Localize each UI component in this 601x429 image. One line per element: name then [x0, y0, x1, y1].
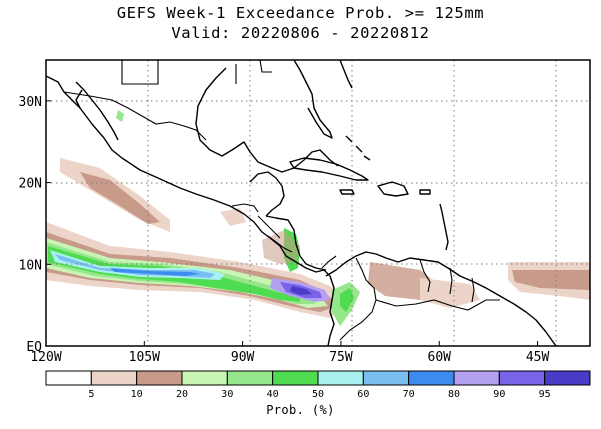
colorbar-swatch	[498, 370, 546, 386]
colorbar-tick-label: 60	[357, 389, 369, 400]
colorbar-swatch	[226, 370, 274, 386]
colorbar-swatch	[272, 370, 319, 386]
field-core-max	[290, 286, 312, 295]
coast-florida	[293, 60, 333, 139]
coast-south-america-north	[325, 251, 557, 346]
border-guyana-suriname	[449, 267, 453, 295]
colorbar-swatch	[408, 370, 455, 386]
lon-tick-label: 120W	[30, 350, 61, 365]
colorbar-swatch	[90, 370, 138, 386]
political-borders	[63, 60, 500, 341]
colorbar-swatch	[181, 370, 228, 386]
map-title-line2: Valid: 20220806 - 20220812	[171, 24, 430, 42]
coast-us-mexico-pacific	[46, 75, 331, 277]
lon-tick-label: 60W	[428, 350, 452, 365]
axis-labels: 120W 105W 90W 75W 60W 45W EQ 10N 20N 30N	[19, 95, 550, 365]
lat-tick-label: 30N	[19, 95, 42, 110]
lon-tick-label: 105W	[129, 350, 160, 365]
colorbar-swatch	[45, 370, 92, 386]
border-panama-colombia	[321, 255, 337, 269]
coast-cuba	[289, 157, 369, 181]
coastlines	[46, 60, 557, 346]
colorbar-tick-label: 5	[88, 389, 94, 400]
border-suriname-guiana	[471, 277, 475, 303]
coast-gulf-of-mexico	[195, 67, 339, 173]
colorbar-swatch	[362, 370, 410, 386]
coast-lesser-antilles	[439, 203, 449, 251]
colorbar-tick-label: 40	[267, 389, 279, 400]
map-title-line1: GEFS Week-1 Exceedance Prob. >= 125mm	[116, 4, 485, 22]
lon-tick-label: 75W	[329, 350, 353, 365]
lat-tick-label: EQ	[26, 340, 42, 355]
coast-south-america-pacific	[327, 275, 335, 346]
colorbar-swatch	[317, 370, 364, 386]
field-speck-caribbean	[220, 208, 246, 226]
graticule	[46, 60, 590, 346]
field-band-80pct	[110, 268, 200, 276]
colorbar-labels: 5 10 20 30 40 50 60 70 80 90 95	[88, 389, 550, 400]
colorbar-tick-label: 50	[312, 389, 324, 400]
colorbar-swatch	[544, 370, 591, 386]
coast-central-america-caribbean	[265, 215, 327, 271]
border-central-america-1	[257, 215, 281, 239]
colorbar-tick-label: 90	[493, 389, 505, 400]
colorbar-units-label: Prob. (%)	[266, 403, 335, 417]
colorbar-swatch	[453, 370, 500, 386]
lon-tick-label: 45W	[526, 350, 550, 365]
colorbar	[45, 370, 591, 386]
lon-tick-label: 90W	[231, 350, 255, 365]
map-frame	[45, 59, 591, 347]
border-central-america-2	[267, 235, 293, 253]
border-brazil-north	[375, 299, 500, 311]
border-us-mexico	[63, 91, 207, 141]
coast-hispaniola	[377, 181, 409, 197]
coast-yucatan	[249, 171, 285, 217]
colorbar-tick-label: 80	[448, 389, 460, 400]
colorbar-tick-label: 20	[176, 389, 188, 400]
border-venezuela-guyana	[419, 259, 431, 293]
coast-baja	[75, 81, 119, 141]
axis-ticks	[45, 100, 539, 347]
coast-bahamas	[345, 135, 371, 161]
colorbar-tick-label: 70	[403, 389, 415, 400]
lat-tick-label: 20N	[19, 177, 42, 192]
field-colombia-50	[340, 288, 354, 312]
colorbar-tick-label: 30	[221, 389, 233, 400]
coast-jamaica	[339, 189, 355, 195]
precip-probability-field	[46, 110, 590, 326]
border-mexico-guatemala	[231, 203, 259, 213]
coast-us-east	[339, 60, 353, 89]
colorbar-tick-label: 95	[539, 389, 551, 400]
field-atlantic-itcz-20	[512, 270, 590, 290]
colorbar-tick-label: 10	[131, 389, 143, 400]
coast-puerto-rico	[419, 189, 431, 195]
border-us-canada-frag	[121, 60, 272, 85]
field-speck-baja	[116, 110, 124, 122]
field-mexico-coast-20	[80, 172, 160, 224]
colorbar-swatch	[136, 370, 183, 386]
lat-tick-label: 10N	[19, 258, 42, 273]
